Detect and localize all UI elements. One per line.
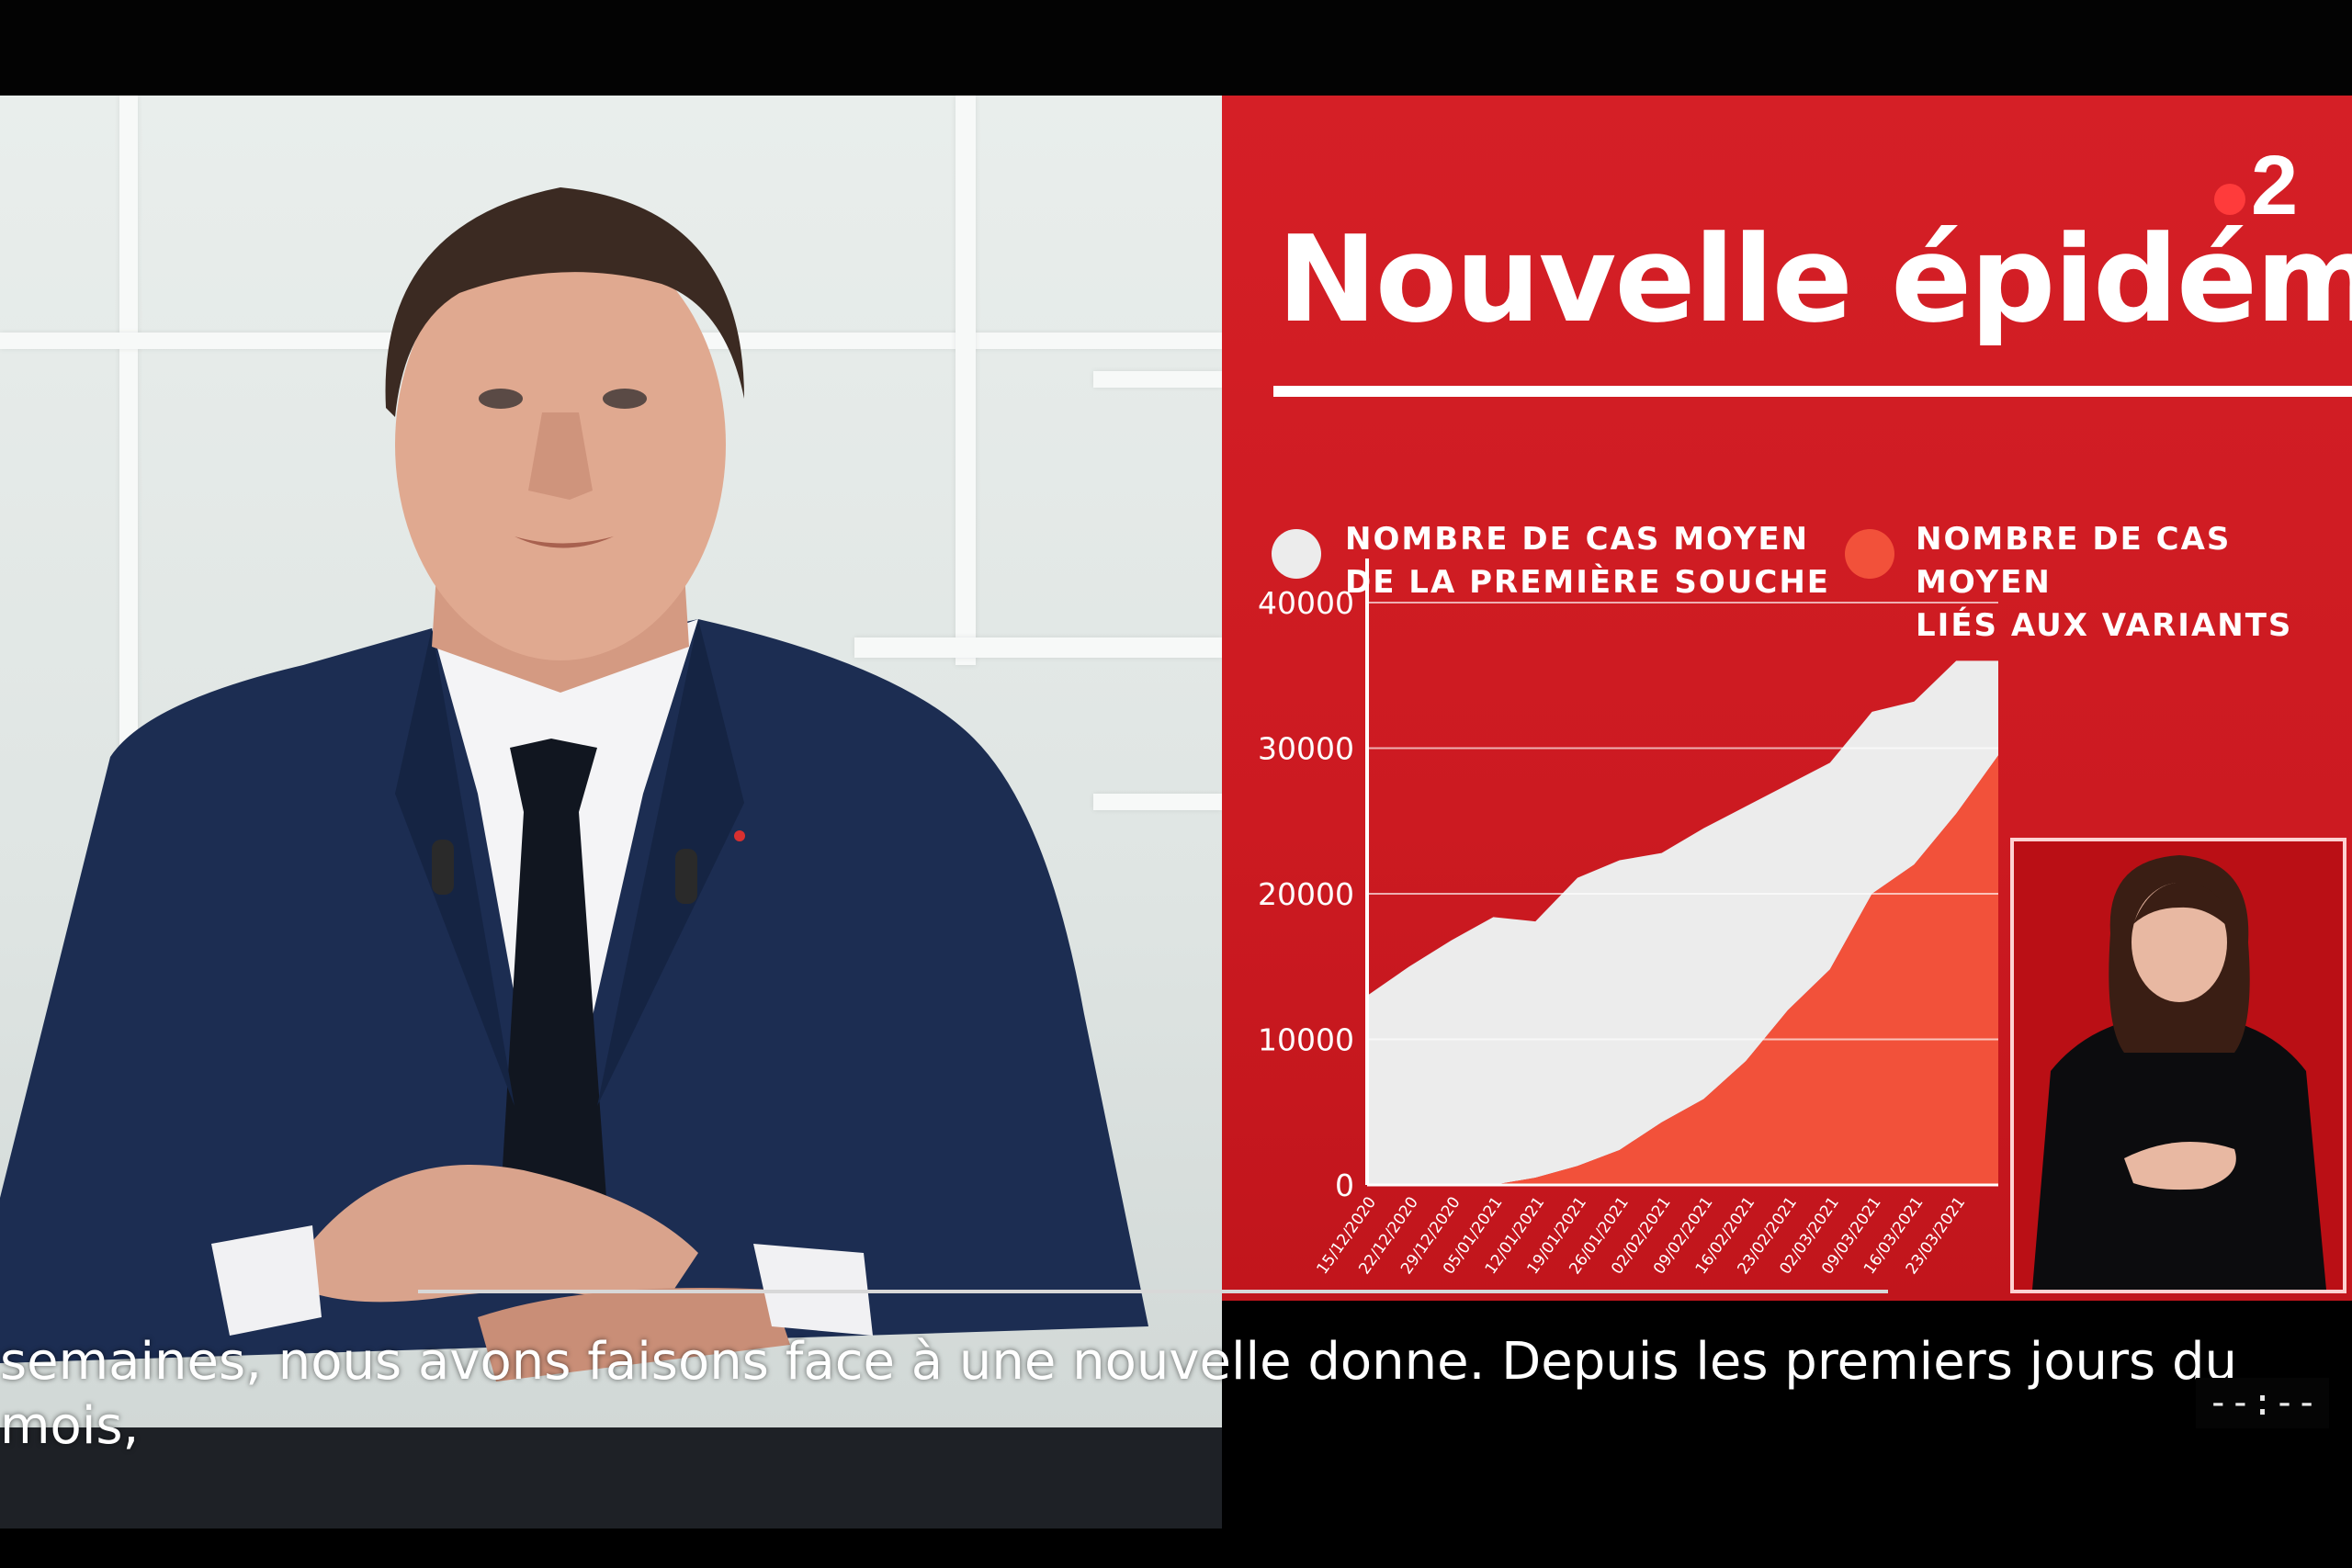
legend-swatch-variants <box>1845 529 1894 579</box>
subtitle-divider <box>418 1290 1888 1293</box>
subtitle-clock: --:-- <box>2196 1378 2329 1428</box>
subtitle-text: semaines, nous avons faisons face à une … <box>0 1332 2238 1456</box>
title-underline <box>1273 386 2352 397</box>
y-tick-label: 40000 <box>1258 585 1354 621</box>
series-area-first-strain <box>1367 660 1998 1185</box>
logo-number: 2 <box>2251 139 2299 232</box>
legend-label-first-strain: NOMBRE DE CAS MOYEN DE LA PREMIÈRE SOUCH… <box>1345 521 1831 601</box>
y-tick-label: 30000 <box>1258 731 1354 767</box>
backdrop-panel <box>956 96 976 665</box>
legend-swatch-first-strain <box>1272 529 1321 579</box>
france2-logo: 2 <box>2179 143 2326 252</box>
sign-language-interpreter <box>2010 838 2346 1293</box>
backdrop-panel <box>854 637 1222 658</box>
presenter-figure <box>0 187 1148 1382</box>
y-tick-label: 10000 <box>1258 1022 1354 1058</box>
infographic-panel: 2 Nouvelle épidémie NOMBRE DE CAS MOYEN … <box>1222 96 2352 1301</box>
desk <box>0 1427 1222 1529</box>
logo-dot <box>2214 184 2245 215</box>
top-bezel <box>0 0 2352 96</box>
y-tick-label: 20000 <box>1258 876 1354 912</box>
legend-label-variants: NOMBRE DE CAS MOYEN LIÉS AUX VARIANTS <box>1916 521 2293 644</box>
y-tick-label: 0 <box>1335 1168 1354 1203</box>
interpreter-figure <box>2032 855 2326 1290</box>
area-chart: 01000020000300004000015/12/202022/12/202… <box>1258 558 1998 1278</box>
bottom-bezel <box>0 1529 2352 1568</box>
video-feed <box>0 96 1222 1529</box>
backdrop-panel <box>1093 794 1222 810</box>
chart-title: Nouvelle épidémie <box>1277 209 2352 349</box>
series-area-variants <box>1367 755 1998 1185</box>
backdrop-panel <box>1093 371 1222 388</box>
